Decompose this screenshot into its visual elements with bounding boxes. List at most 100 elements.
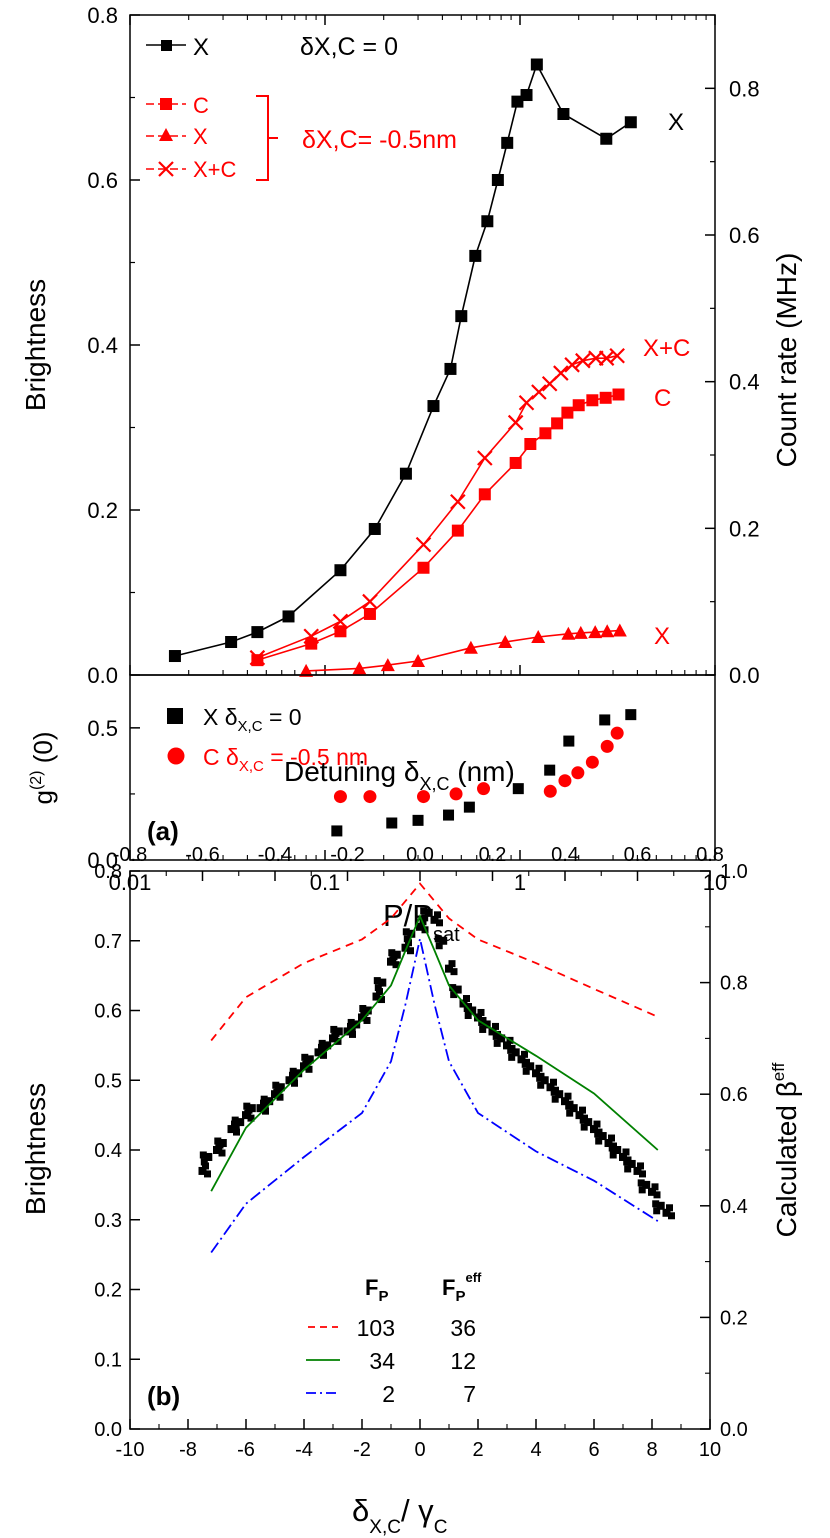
data-point-1: [599, 391, 612, 404]
data-point: [474, 1013, 482, 1022]
data-point: [608, 1144, 616, 1152]
data-point: [302, 1060, 310, 1068]
data-point: [416, 922, 424, 931]
data-point: [272, 1081, 280, 1089]
data-point: [463, 995, 470, 1003]
model-curve-1: [210, 913, 659, 1192]
data-point: [435, 942, 443, 950]
y-tick-label: 0.6: [94, 1001, 122, 1023]
data-point: [540, 1076, 549, 1085]
data-point: [651, 1183, 659, 1191]
data-point: [449, 984, 457, 992]
data-point-3: [450, 493, 466, 510]
data-point: [488, 1027, 497, 1036]
data-point: [256, 1104, 265, 1113]
data-point: [261, 1102, 269, 1110]
data-point: [482, 1020, 491, 1029]
data-point: [402, 928, 410, 936]
data-point-2: [411, 653, 426, 667]
data-point: [276, 1093, 284, 1101]
x-tick-label: 4: [530, 1439, 541, 1461]
data-point-0: [168, 650, 181, 663]
data-point-0: [251, 626, 264, 639]
data-point: [666, 1204, 673, 1212]
data-point-3: [575, 352, 591, 369]
data-point: [314, 1048, 323, 1057]
y-axis-label: Brightness: [20, 279, 51, 411]
fp-header: FP: [365, 1275, 388, 1305]
legend-g2: X δX,C = 0 C δX,C = -0.5 nm: [167, 704, 368, 775]
data-point: [434, 911, 441, 919]
data-point-1: [571, 766, 585, 780]
series-label-x-black: X: [668, 109, 684, 136]
data-point-0: [399, 467, 412, 480]
data-point: [453, 985, 462, 994]
data-point-0: [331, 825, 343, 837]
legend-marker-c: [160, 98, 172, 110]
data-point: [598, 1132, 607, 1141]
x-tick-label: -10: [116, 1439, 145, 1461]
data-point-0: [520, 89, 533, 102]
data-point-1: [451, 524, 464, 537]
data-point: [231, 1116, 239, 1124]
data-point-0: [511, 95, 524, 108]
panel-label-a: (a): [147, 816, 179, 846]
panel-b-series: [198, 882, 675, 1254]
data-point-3: [332, 613, 349, 630]
data-point: [291, 1079, 298, 1087]
x2-tick-label: 0.0: [406, 844, 434, 866]
data-point: [652, 1200, 660, 1208]
data-point: [301, 1053, 309, 1061]
data-point: [349, 1030, 356, 1038]
y-tick-label: 0.2: [87, 498, 118, 523]
data-point-2: [573, 625, 588, 639]
data-point: [668, 1212, 675, 1220]
data-point-3: [303, 628, 320, 645]
panel-a-top-frame: [129, 14, 716, 676]
data-point: [639, 1170, 646, 1178]
data-point: [584, 1118, 593, 1127]
data-point-3: [518, 394, 535, 411]
data-point: [653, 1191, 661, 1199]
data-point-1: [417, 790, 431, 804]
x-tick-label: 10: [703, 870, 727, 895]
data-point-1: [561, 406, 574, 419]
data-point: [247, 1114, 255, 1122]
data-point-0: [282, 610, 295, 623]
panel-a-top-series: [168, 58, 637, 677]
data-point: [204, 1170, 211, 1178]
data-point: [273, 1088, 281, 1096]
data-point: [420, 907, 428, 915]
panel-label-b: (b): [147, 1381, 180, 1411]
data-point-1: [363, 790, 377, 804]
data-point-1: [477, 782, 491, 796]
data-point: [421, 914, 429, 922]
x-tick-label: 1: [514, 870, 526, 895]
data-point: [564, 1092, 572, 1100]
model-curve-2: [210, 938, 659, 1254]
data-point-1: [600, 739, 614, 753]
data-point: [392, 950, 401, 959]
x2-tick-label: -0.4: [258, 844, 292, 866]
data-point: [434, 935, 442, 943]
x-tick-label: -6: [237, 1439, 255, 1461]
x2-tick-label: -0.6: [185, 844, 219, 866]
data-point-0: [512, 783, 524, 795]
fp-row-3-fpeff: 7: [463, 1381, 476, 1407]
x2-tick-label: 0.2: [479, 844, 507, 866]
g2-axis-label: g(2) (0): [28, 731, 58, 804]
data-point: [522, 1067, 530, 1075]
data-point: [200, 1158, 208, 1166]
data-point: [565, 1102, 573, 1110]
data-point: [662, 1208, 671, 1217]
annotation-delta-neg: δX,C= -0.5nm: [302, 126, 457, 154]
y-tick-label: 0.6: [87, 168, 118, 193]
data-point: [445, 964, 453, 973]
data-point-1: [610, 726, 624, 740]
data-point-1: [612, 388, 625, 401]
data-point: [613, 1146, 622, 1154]
data-point: [318, 1039, 326, 1047]
data-point: [575, 1111, 584, 1120]
data-point-0: [481, 215, 494, 228]
x-tick-label: -8: [179, 1439, 197, 1461]
